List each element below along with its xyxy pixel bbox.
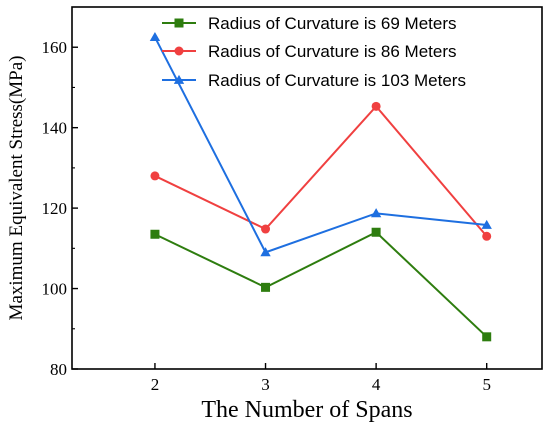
- series-layer: [149, 31, 492, 342]
- data-point: [260, 247, 271, 257]
- x-tick-label: 3: [261, 375, 270, 394]
- data-point: [149, 31, 161, 42]
- data-point: [371, 227, 381, 237]
- x-axis-label: The Number of Spans: [201, 397, 412, 423]
- legend-label: Radius of Curvature is 86 Meters: [208, 42, 457, 61]
- y-axis-label: Maximum Equivalent Stress(MPa): [6, 56, 27, 321]
- data-point: [482, 231, 492, 241]
- axis-ticks: 2 3 4 5 80 100 120 140 160: [42, 38, 491, 394]
- y-tick-label: 120: [42, 199, 68, 218]
- data-point: [174, 18, 184, 28]
- x-tick-label: 5: [482, 375, 491, 394]
- y-tick-label: 100: [42, 280, 68, 299]
- data-point: [371, 101, 381, 111]
- data-point: [261, 282, 271, 292]
- series-line: [154, 231, 488, 338]
- series-line: [154, 36, 487, 254]
- legend: Radius of Curvature is 69 Meters Radius o…: [162, 14, 466, 90]
- series-line: [154, 104, 488, 237]
- legend-label: Radius of Curvature is 69 Meters: [208, 14, 457, 33]
- x-tick-label: 2: [151, 375, 160, 394]
- data-point: [482, 332, 492, 342]
- data-point: [174, 46, 184, 56]
- y-tick-label: 80: [50, 360, 67, 379]
- x-tick-label: 4: [372, 375, 381, 394]
- data-point: [370, 208, 382, 218]
- legend-item: Radius of Curvature is 69 Meters: [162, 14, 457, 33]
- legend-label: Radius of Curvature is 103 Meters: [208, 71, 466, 90]
- plot-frame: [71, 6, 543, 370]
- data-point: [150, 229, 160, 239]
- y-tick-label: 160: [42, 38, 68, 57]
- legend-item: Radius of Curvature is 86 Meters: [162, 42, 457, 61]
- series-1: [150, 227, 492, 342]
- data-point: [150, 171, 160, 181]
- data-point: [481, 219, 492, 229]
- series-3: [149, 31, 492, 257]
- legend-item: Radius of Curvature is 103 Meters: [162, 71, 466, 90]
- data-point: [261, 224, 271, 234]
- data-point: [173, 74, 185, 84]
- y-tick-label: 140: [42, 119, 68, 138]
- series-2: [150, 101, 492, 241]
